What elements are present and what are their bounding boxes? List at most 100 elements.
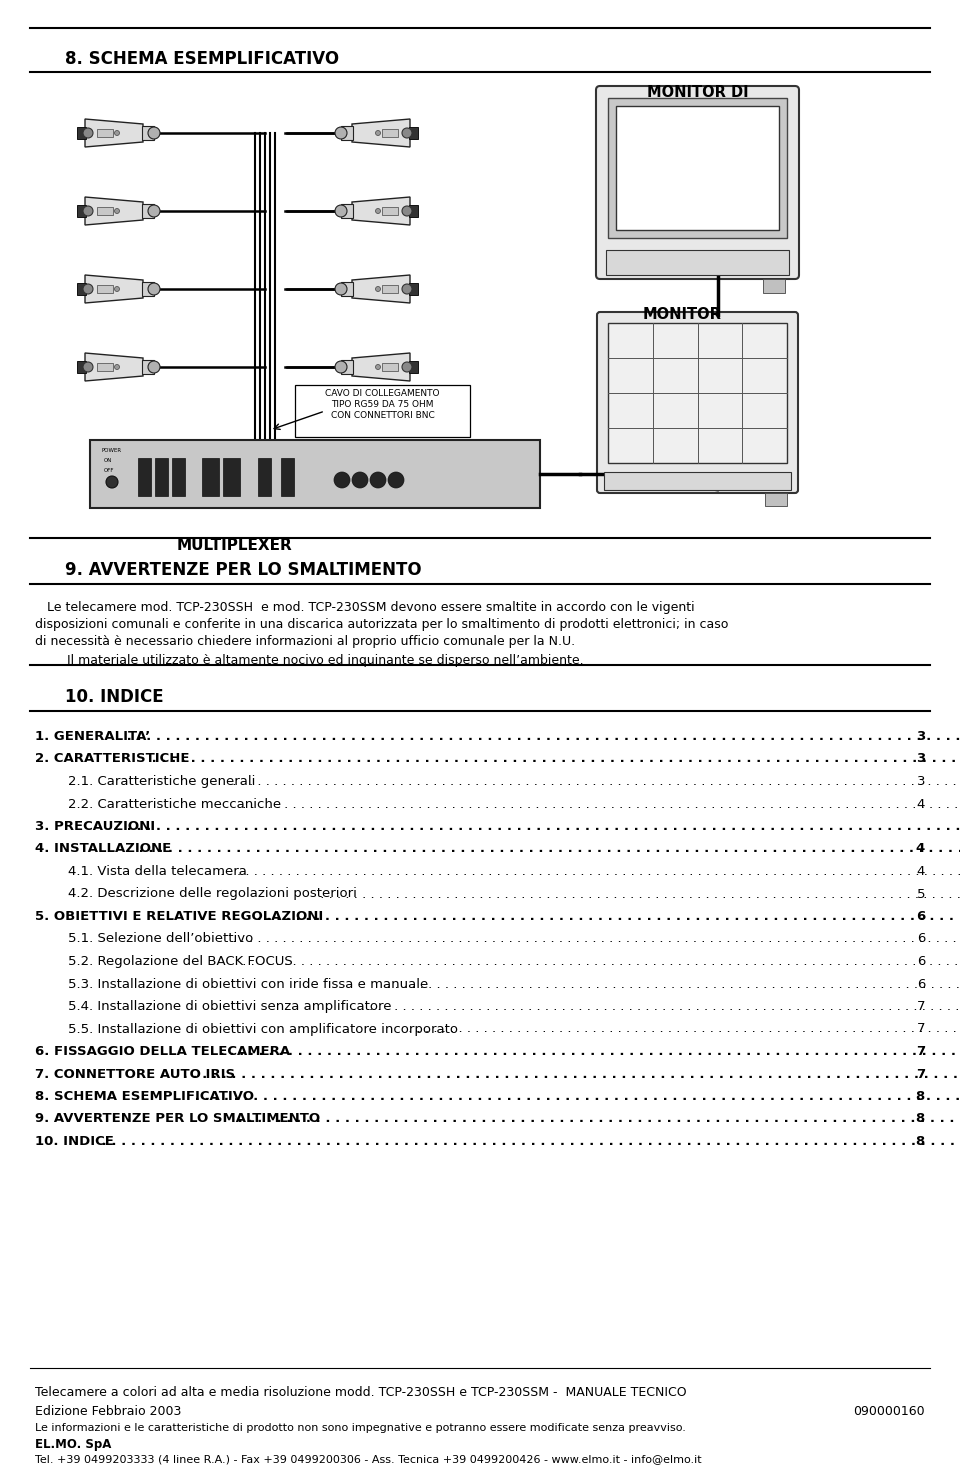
- Text: . . . . . . . . . . . . . . . . . . . . . . . . . . . . . . . . . . . . . . . . : . . . . . . . . . . . . . . . . . . . . …: [122, 730, 960, 743]
- Text: 3. PRECAUZIONI: 3. PRECAUZIONI: [35, 820, 156, 834]
- Text: 2.2. Caratteristiche meccaniche: 2.2. Caratteristiche meccaniche: [68, 798, 281, 810]
- Polygon shape: [352, 197, 410, 225]
- Bar: [97, 129, 113, 137]
- Text: MONITOR DI
CHIAMATA: MONITOR DI CHIAMATA: [647, 86, 748, 117]
- Bar: [90, 440, 540, 508]
- Bar: [97, 207, 113, 214]
- Text: . . . . . . . . . . . . . . . . . . . . . . . . . . . . . . . . . . . . . . . . : . . . . . . . . . . . . . . . . . . . . …: [134, 842, 960, 856]
- Text: Il materiale utilizzato è altamente nocivo ed inquinante se disperso nell’ambien: Il materiale utilizzato è altamente noci…: [55, 653, 584, 667]
- Bar: [142, 282, 154, 296]
- Bar: [77, 361, 86, 372]
- Text: 5.5. Installazione di obiettivi con amplificatore incorporato: 5.5. Installazione di obiettivi con ampl…: [68, 1023, 458, 1036]
- Text: 5. OBIETTIVI E RELATIVE REGOLAZIONI: 5. OBIETTIVI E RELATIVE REGOLAZIONI: [35, 910, 324, 922]
- FancyBboxPatch shape: [597, 312, 798, 494]
- Text: 2.1. Caratteristiche generali: 2.1. Caratteristiche generali: [68, 774, 255, 788]
- Bar: [341, 361, 353, 374]
- Circle shape: [148, 127, 160, 139]
- Bar: [409, 361, 418, 372]
- Text: 9. AVVERTENZE PER LO SMALTIMENTO: 9. AVVERTENZE PER LO SMALTIMENTO: [65, 562, 421, 579]
- Text: 6: 6: [917, 977, 925, 990]
- Text: 4. INSTALLAZIONE: 4. INSTALLAZIONE: [35, 842, 171, 856]
- Text: EL.MO. SpA: EL.MO. SpA: [35, 1438, 111, 1451]
- Bar: [606, 250, 789, 275]
- Bar: [281, 458, 294, 497]
- Text: 4: 4: [917, 865, 925, 878]
- Text: . . . . . . . . . . . . . . . . . . . . . . . . . . . . . . . . . . . . . . . . : . . . . . . . . . . . . . . . . . . . . …: [215, 1045, 960, 1058]
- Circle shape: [352, 471, 368, 488]
- Text: Tel. +39 0499203333 (4 linee R.A.) - Fax +39 0499200306 - Ass. Tecnica +39 04992: Tel. +39 0499203333 (4 linee R.A.) - Fax…: [35, 1454, 702, 1465]
- Bar: [142, 204, 154, 217]
- Bar: [77, 127, 86, 139]
- Bar: [616, 106, 779, 231]
- Text: POWER: POWER: [102, 448, 122, 452]
- Bar: [763, 279, 785, 293]
- Bar: [341, 204, 353, 217]
- Text: . . . . . . . . . . . . . . . . . . . . . . . . . . . . . . . . . . . . . . . . : . . . . . . . . . . . . . . . . . . . . …: [228, 774, 960, 788]
- Bar: [382, 207, 398, 214]
- Text: 7: 7: [916, 1067, 925, 1080]
- Bar: [409, 127, 418, 139]
- Text: Le telecamere mod. TCP-230SSH  e mod. TCP-230SSM devono essere smaltite in accor: Le telecamere mod. TCP-230SSH e mod. TCP…: [35, 602, 695, 613]
- Text: 6: 6: [917, 955, 925, 968]
- Text: 10. INDICE: 10. INDICE: [35, 1135, 114, 1148]
- Circle shape: [375, 287, 380, 291]
- Circle shape: [370, 471, 386, 488]
- Text: MONITOR
PRINCIPALE: MONITOR PRINCIPALE: [635, 307, 731, 340]
- Text: . . . . . . . . . . . . . . . . . . . . . . . . . . . . . . . . . . . . . . . . : . . . . . . . . . . . . . . . . . . . . …: [252, 910, 960, 922]
- Bar: [155, 458, 168, 497]
- Bar: [608, 324, 787, 463]
- Text: . . . . . . . . . . . . . . . . . . . . . . . . . . . . . . . . . . . . . . . . : . . . . . . . . . . . . . . . . . . . . …: [233, 1113, 960, 1126]
- Text: 4: 4: [917, 798, 925, 810]
- Circle shape: [335, 282, 347, 296]
- Bar: [765, 494, 787, 505]
- Circle shape: [402, 129, 412, 137]
- Circle shape: [83, 129, 93, 137]
- Polygon shape: [85, 275, 143, 303]
- Text: 6: 6: [917, 933, 925, 946]
- Polygon shape: [352, 120, 410, 146]
- Bar: [258, 458, 271, 497]
- Text: Edizione Febbraio 2003: Edizione Febbraio 2003: [35, 1406, 181, 1417]
- Circle shape: [114, 365, 119, 370]
- Text: Telecamere a colori ad alta e media risoluzione modd. TCP-230SSH e TCP-230SSM - : Telecamere a colori ad alta e media riso…: [35, 1386, 686, 1400]
- Text: . . . . . . . . . . . . . . . . . . . . . . . . . . . . . . . . . . . . . . . . : . . . . . . . . . . . . . . . . . . . . …: [190, 1089, 960, 1103]
- Polygon shape: [85, 353, 143, 381]
- Bar: [382, 129, 398, 137]
- Text: . . . . . . . . . . . . . . . . . . . . . . . . . . . . . . . . . . . . . . . . : . . . . . . . . . . . . . . . . . . . . …: [178, 1067, 960, 1080]
- Text: 4.2. Descrizione delle regolazioni posteriori: 4.2. Descrizione delle regolazioni poste…: [68, 887, 357, 900]
- Text: 5.4. Installazione di obiettivi senza amplificatore: 5.4. Installazione di obiettivi senza am…: [68, 1001, 392, 1012]
- Circle shape: [114, 287, 119, 291]
- Text: 9. AVVERTENZE PER LO SMALTIMENTO: 9. AVVERTENZE PER LO SMALTIMENTO: [35, 1113, 320, 1126]
- Text: . . . . . . . . . . . . . . . . . . . . . . . . . . . . . . . . . . . . . . . . : . . . . . . . . . . . . . . . . . . . . …: [147, 752, 960, 766]
- Text: . . . . . . . . . . . . . . . . . . . . . . . . . . . . . . . . . . . . . . . . : . . . . . . . . . . . . . . . . . . . . …: [122, 820, 960, 834]
- Text: 6: 6: [916, 910, 925, 922]
- Bar: [409, 205, 418, 217]
- Polygon shape: [85, 197, 143, 225]
- Circle shape: [402, 284, 412, 294]
- Text: 090000160: 090000160: [853, 1406, 925, 1417]
- Text: 8: 8: [916, 1135, 925, 1148]
- Bar: [97, 285, 113, 293]
- Bar: [382, 285, 398, 293]
- Bar: [142, 361, 154, 374]
- Bar: [409, 282, 418, 296]
- Text: 3: 3: [916, 730, 925, 743]
- Text: . . . . . . . . . . . . . . . . . . . . . . . . . . . . . . . . . . . . . . . . : . . . . . . . . . . . . . . . . . . . . …: [217, 865, 960, 878]
- Bar: [341, 126, 353, 140]
- Polygon shape: [352, 275, 410, 303]
- Text: 2. CARATTERISTICHE: 2. CARATTERISTICHE: [35, 752, 189, 766]
- Text: di necessità è necessario chiedere informazioni al proprio ufficio comunale per : di necessità è necessario chiedere infor…: [35, 636, 575, 647]
- Text: . . . . . . . . . . . . . . . . . . . . . . . . . . . . . . . . . . . . . . . . : . . . . . . . . . . . . . . . . . . . . …: [316, 887, 960, 900]
- Text: disposizioni comunali e conferite in una discarica autorizzata per lo smaltiment: disposizioni comunali e conferite in una…: [35, 618, 729, 631]
- Text: . . . . . . . . . . . . . . . . . . . . . . . . . . . . . . . . . . . . . . . . : . . . . . . . . . . . . . . . . . . . . …: [238, 955, 960, 968]
- Text: 7: 7: [917, 1023, 925, 1036]
- Text: 1. GENERALITA’: 1. GENERALITA’: [35, 730, 151, 743]
- Text: 8. SCHEMA ESEMPLIFICATIVO: 8. SCHEMA ESEMPLIFICATIVO: [65, 50, 339, 68]
- Bar: [341, 282, 353, 296]
- Circle shape: [375, 208, 380, 213]
- Text: 3: 3: [917, 774, 925, 788]
- Text: OFF: OFF: [104, 469, 114, 473]
- Text: 7. CONNETTORE AUTO IRIS: 7. CONNETTORE AUTO IRIS: [35, 1067, 235, 1080]
- Bar: [202, 458, 219, 497]
- Bar: [382, 364, 398, 371]
